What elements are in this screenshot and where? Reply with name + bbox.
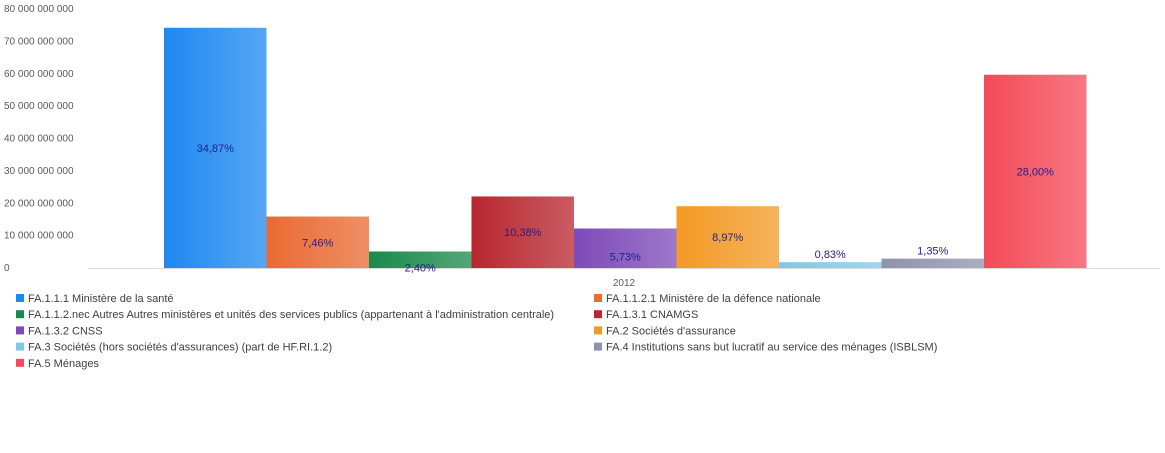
data-label: 1,35%	[917, 246, 948, 258]
y-tick-label: 30 000 000 000	[4, 166, 74, 177]
bar	[779, 262, 882, 268]
legend-swatch	[594, 294, 602, 302]
data-label: 8,97%	[712, 232, 743, 244]
bar	[369, 251, 472, 268]
legend-label: FA.4 Institutions sans but lucratif au s…	[606, 342, 937, 354]
bar	[266, 216, 369, 268]
bar	[574, 228, 677, 268]
y-tick-label: 0	[4, 263, 10, 274]
y-tick-label: 10 000 000 000	[4, 231, 74, 242]
bar	[676, 206, 779, 268]
bar	[881, 258, 984, 268]
y-tick-label: 80 000 000 000	[4, 4, 74, 15]
legend-label: FA.1.3.1 CNAMGS	[606, 309, 698, 321]
data-label: 28,00%	[1017, 166, 1055, 178]
data-label: 10,38%	[504, 227, 542, 239]
legend-swatch	[16, 310, 24, 319]
bar	[984, 74, 1087, 268]
legend-swatch	[594, 326, 602, 335]
legend-label: FA.2 Sociétés d'assurance	[606, 325, 736, 337]
data-label: 0,83%	[815, 249, 846, 261]
legend-swatch	[594, 342, 602, 351]
legend-label: FA.1.3.2 CNSS	[28, 325, 103, 337]
legend-label: FA.1.1.1 Ministère de la santé	[28, 293, 174, 305]
data-label: 2,40%	[405, 263, 436, 275]
data-label: 7,46%	[302, 237, 333, 249]
bar	[471, 196, 574, 268]
legend-label: FA.3 Sociétés (hors sociétés d'assurance…	[28, 342, 332, 354]
data-label: 34,87%	[197, 143, 235, 155]
legend-swatch	[16, 342, 24, 351]
legend-swatch	[594, 310, 602, 319]
bar	[164, 27, 267, 269]
y-tick-label: 50 000 000 000	[4, 101, 74, 112]
legend-label: FA.1.1.2.1 Ministère de la défence natio…	[606, 293, 821, 305]
legend-swatch	[16, 358, 24, 367]
legend-swatch	[16, 326, 24, 335]
legend-swatch	[16, 294, 24, 302]
legend-label: FA.1.1.2.nec Autres Autres ministères et…	[28, 309, 554, 321]
y-tick-label: 20 000 000 000	[4, 198, 74, 209]
x-category-label: 2012	[613, 278, 636, 289]
data-label: 5,73%	[610, 251, 641, 263]
y-tick-label: 70 000 000 000	[4, 36, 74, 47]
y-tick-label: 40 000 000 000	[4, 134, 74, 145]
legend-label: FA.5 Ménages	[28, 358, 99, 370]
y-tick-label: 60 000 000 000	[4, 69, 74, 80]
